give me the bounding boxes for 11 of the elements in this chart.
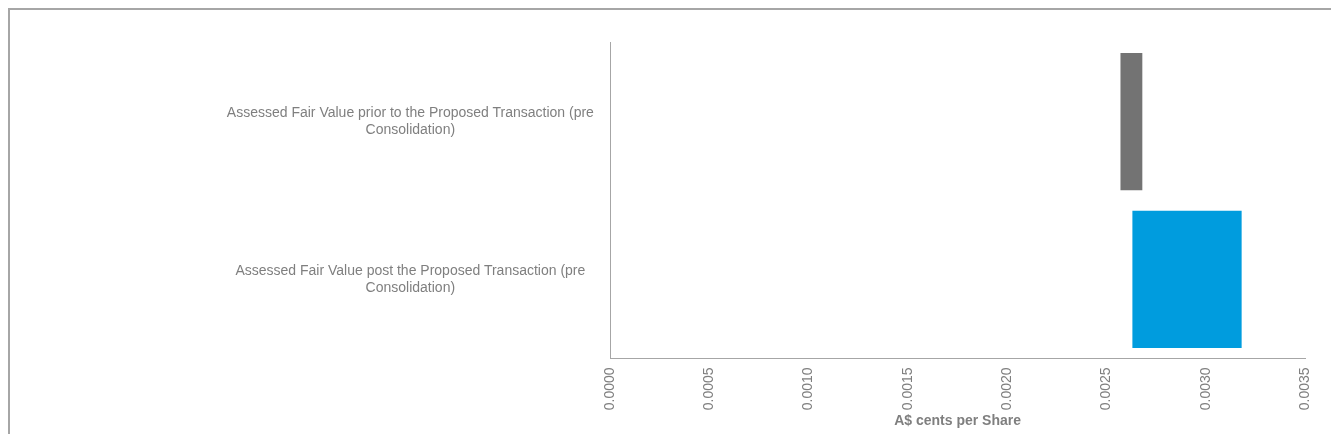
x-tick-label: 0.0010	[799, 367, 816, 411]
x-tick-label: 0.0000	[600, 367, 617, 411]
x-axis-title: A$ cents per Share	[894, 412, 1022, 429]
x-tick-label: 0.0020	[998, 367, 1015, 411]
y-tick-label: Assessed Fair Value post the Proposed Transaction (pre Consolidation)	[235, 261, 586, 295]
x-tick-label: 0.0030	[1196, 367, 1213, 411]
x-tick-label: 0.0005	[700, 367, 717, 411]
x-tick-label: 0.0015	[898, 367, 915, 411]
y-tick-label: Assessed Fair Value prior to the Proposed Transaction (pre Consolidation)	[226, 104, 595, 137]
x-tick-label: 0.0025	[1097, 367, 1114, 411]
x-tick-label: 0.0035	[1296, 367, 1313, 411]
